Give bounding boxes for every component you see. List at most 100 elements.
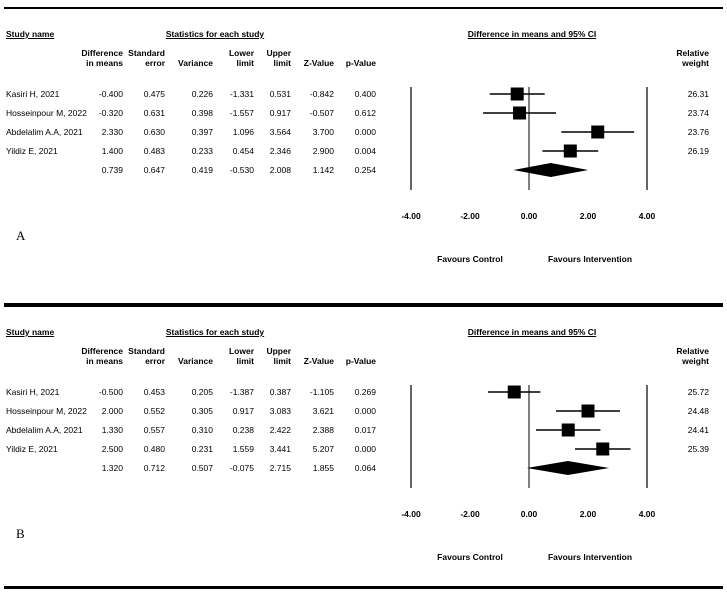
pooled-lower-cell: -0.530 bbox=[229, 165, 254, 175]
study-effect-square bbox=[510, 87, 524, 101]
z-cell: 2.900 bbox=[312, 146, 334, 156]
bottom-border-rule bbox=[4, 586, 723, 589]
pooled-upper-cell: 2.008 bbox=[269, 165, 291, 175]
se-cell: 0.557 bbox=[143, 425, 165, 435]
upper-header-1: Upper bbox=[266, 48, 291, 58]
upper-header-2: limit bbox=[273, 356, 291, 366]
favours-right-label: Favours Intervention bbox=[547, 254, 633, 264]
diff-cell: -0.500 bbox=[98, 387, 123, 397]
plot-header: Difference in means and 95% CI bbox=[467, 29, 597, 39]
p-cell: 0.269 bbox=[354, 387, 376, 397]
p-cell: 0.017 bbox=[354, 425, 376, 435]
weight-cell: 23.74 bbox=[687, 108, 709, 118]
study-effect-square bbox=[596, 442, 610, 456]
diff-cell: -0.320 bbox=[98, 108, 123, 118]
study-name-cell: Abdelalim A.A, 2021 bbox=[6, 127, 83, 137]
x-tick-label: 4.00 bbox=[638, 211, 656, 221]
lower-header-1: Lower bbox=[228, 48, 254, 58]
study-effect-square bbox=[581, 404, 595, 418]
diff-cell: 1.330 bbox=[101, 425, 123, 435]
x-tick-label: 4.00 bbox=[638, 509, 656, 519]
upper-cell: 0.387 bbox=[269, 387, 291, 397]
se-cell: 0.480 bbox=[143, 444, 165, 454]
lower-cell: 0.454 bbox=[232, 146, 254, 156]
p-cell: 0.400 bbox=[354, 89, 376, 99]
se-cell: 0.475 bbox=[143, 89, 165, 99]
diff-cell: -0.400 bbox=[98, 89, 123, 99]
lower-cell: 0.917 bbox=[232, 406, 254, 416]
z-cell: -0.842 bbox=[309, 89, 334, 99]
study-name-cell: Abdelalim A.A, 2021 bbox=[6, 425, 83, 435]
upper-cell: 2.346 bbox=[269, 146, 291, 156]
favours-left-label: Favours Control bbox=[437, 254, 503, 264]
p-header: p-Value bbox=[345, 356, 376, 366]
x-tick-label: -4.00 bbox=[401, 211, 421, 221]
x-tick-label: -2.00 bbox=[460, 509, 480, 519]
lower-cell: 0.238 bbox=[232, 425, 254, 435]
study-effect-square bbox=[561, 423, 575, 437]
study-effect-square bbox=[591, 125, 605, 139]
pooled-effect-diamond bbox=[526, 461, 610, 475]
variance-cell: 0.231 bbox=[191, 444, 213, 454]
z-cell: -0.507 bbox=[309, 108, 334, 118]
weight-cell: 26.31 bbox=[687, 89, 709, 99]
p-cell: 0.000 bbox=[354, 444, 376, 454]
pooled-variance-cell: 0.507 bbox=[191, 463, 213, 473]
variance-cell: 0.310 bbox=[191, 425, 213, 435]
lower-header-2: limit bbox=[236, 356, 254, 366]
se-cell: 0.631 bbox=[143, 108, 165, 118]
variance-cell: 0.305 bbox=[191, 406, 213, 416]
weight-cell: 24.41 bbox=[687, 425, 709, 435]
study-name-cell: Hosseinpour M, 2022 bbox=[6, 108, 87, 118]
lower-cell: 1.559 bbox=[232, 444, 254, 454]
z-cell: 5.207 bbox=[312, 444, 334, 454]
weight-header-1: Relative bbox=[676, 346, 709, 356]
lower-cell: -1.331 bbox=[229, 89, 254, 99]
study-effect-square bbox=[513, 106, 527, 120]
weight-header-1: Relative bbox=[676, 48, 709, 58]
p-cell: 0.000 bbox=[354, 127, 376, 137]
p-header: p-Value bbox=[345, 58, 376, 68]
pooled-lower-cell: -0.075 bbox=[229, 463, 254, 473]
forest-plot-panel-b: Study name Statistics for each study Diffe… bbox=[0, 298, 727, 589]
x-tick-label: -2.00 bbox=[460, 211, 480, 221]
study-effect-square bbox=[563, 144, 577, 158]
weight-cell: 26.19 bbox=[687, 146, 709, 156]
variance-cell: 0.205 bbox=[191, 387, 213, 397]
z-header: Z-Value bbox=[303, 58, 334, 68]
pooled-p-cell: 0.254 bbox=[354, 165, 376, 175]
upper-cell: 3.083 bbox=[269, 406, 291, 416]
study-name-cell: Yildiz E, 2021 bbox=[6, 444, 58, 454]
forest-plot-panel-a: Study name Statistics for each study Diffe… bbox=[0, 0, 727, 306]
se-header-1: Standard bbox=[128, 346, 165, 356]
pooled-effect-diamond bbox=[513, 163, 589, 177]
diff-cell: 2.500 bbox=[101, 444, 123, 454]
upper-cell: 3.564 bbox=[269, 127, 291, 137]
study-name-cell: Kasiri H, 2021 bbox=[6, 89, 60, 99]
pooled-diff-cell: 0.739 bbox=[101, 165, 123, 175]
upper-cell: 2.422 bbox=[269, 425, 291, 435]
lower-cell: 1.096 bbox=[232, 127, 254, 137]
upper-header-1: Upper bbox=[266, 346, 291, 356]
study-name-header: Study name bbox=[6, 29, 55, 39]
weight-cell: 23.76 bbox=[687, 127, 709, 137]
x-tick-label: -4.00 bbox=[401, 509, 421, 519]
diff-cell: 2.000 bbox=[101, 406, 123, 416]
pooled-se-cell: 0.647 bbox=[143, 165, 165, 175]
statistics-group-header: Statistics for each study bbox=[165, 327, 265, 337]
se-header-1: Standard bbox=[128, 48, 165, 58]
variance-header: Variance bbox=[178, 58, 213, 68]
x-tick-label: 2.00 bbox=[579, 211, 597, 221]
study-name-header: Study name bbox=[6, 327, 55, 337]
se-header-2: error bbox=[145, 356, 165, 366]
plot-header: Difference in means and 95% CI bbox=[467, 327, 597, 337]
z-cell: 3.621 bbox=[312, 406, 334, 416]
top-border-rule bbox=[4, 305, 723, 307]
weight-header-2: weight bbox=[682, 58, 709, 68]
variance-cell: 0.233 bbox=[191, 146, 213, 156]
lower-cell: -1.387 bbox=[229, 387, 254, 397]
lower-cell: -1.557 bbox=[229, 108, 254, 118]
pooled-z-cell: 1.855 bbox=[312, 463, 334, 473]
p-cell: 0.000 bbox=[354, 406, 376, 416]
z-cell: 2.388 bbox=[312, 425, 334, 435]
